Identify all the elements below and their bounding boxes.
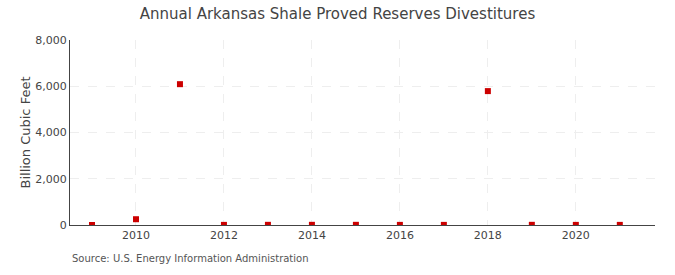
svg-text:8,000: 8,000 <box>35 34 67 47</box>
svg-text:2010: 2010 <box>122 229 150 242</box>
svg-text:2014: 2014 <box>298 229 326 242</box>
svg-text:2018: 2018 <box>474 229 502 242</box>
svg-text:6,000: 6,000 <box>35 80 67 93</box>
svg-text:2020: 2020 <box>562 229 590 242</box>
svg-text:0: 0 <box>60 219 67 232</box>
svg-text:Billion Cubic Feet: Billion Cubic Feet <box>18 76 33 188</box>
svg-text:4,000: 4,000 <box>35 126 67 139</box>
svg-text:2012: 2012 <box>210 229 238 242</box>
svg-text:2,000: 2,000 <box>35 173 67 186</box>
svg-text:2016: 2016 <box>386 229 414 242</box>
svg-text:Annual Arkansas Shale Proved R: Annual Arkansas Shale Proved Reserves Di… <box>140 5 536 23</box>
svg-text:Source: U.S. Energy Informatio: Source: U.S. Energy Information Administ… <box>72 253 309 264</box>
